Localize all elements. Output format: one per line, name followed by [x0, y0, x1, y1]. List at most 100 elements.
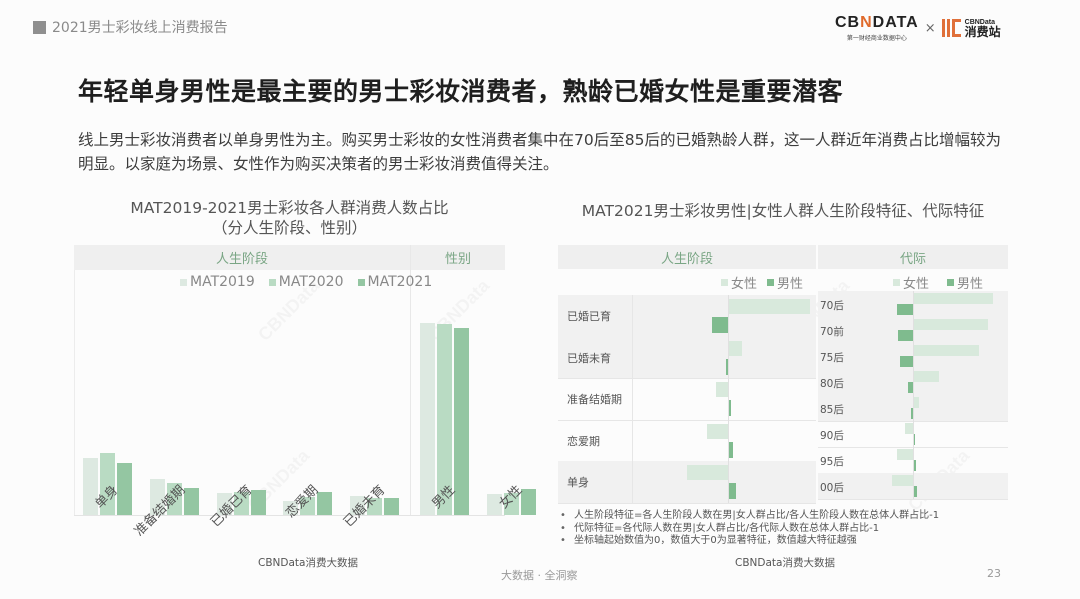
legend-item: MAT2021 — [357, 274, 433, 290]
category-label: 75后 — [820, 352, 844, 364]
bar-mat2021 — [521, 488, 536, 515]
report-tag-label: 2021男士彩妆线上消费报告 — [52, 20, 228, 36]
category-label: 90后 — [820, 430, 844, 442]
row-divider — [558, 419, 816, 421]
bar-male — [728, 441, 733, 458]
bar-mat2020 — [167, 483, 182, 515]
bar-female — [715, 382, 728, 397]
legend-label: 女性 — [731, 277, 758, 292]
legend-label: 女性 — [903, 277, 930, 292]
bar-male — [728, 483, 737, 499]
row-divider — [558, 378, 816, 379]
bar-female — [913, 397, 920, 408]
bar-mat2021 — [184, 488, 199, 515]
bar-mat2021 — [117, 463, 132, 515]
band-life-stage: 人生阶段 — [558, 245, 816, 269]
band-gender: 性别 — [411, 245, 505, 270]
bar-male — [728, 400, 732, 416]
legend-label: 男性 — [957, 277, 984, 292]
left-chart-title-line2: （分人生阶段、性别） — [211, 219, 367, 237]
cbndata-logo: CBNDATA 第一财经商业数据中心 — [835, 14, 919, 42]
bar-male — [913, 486, 917, 497]
category-label: 准备结婚期 — [567, 393, 622, 406]
legend-item: 男性 — [947, 273, 983, 292]
bar-female — [687, 465, 728, 480]
left-chart-legend: MAT2019 MAT2020 MAT2021 — [180, 274, 432, 290]
legend-label: MAT2020 — [278, 274, 344, 290]
xiaofeizhan-en: CBNData — [964, 18, 995, 26]
bar-mat2020 — [437, 323, 452, 515]
legend-item: 女性 — [721, 273, 757, 292]
bar-mat2020 — [504, 493, 519, 515]
right-bar-chart: 人生阶段 代际 女性 男性 女性 男性 已婚已育 已婚未育 准备结婚期 恋爱期 单身 70… — [558, 245, 1008, 504]
bar-mat2019 — [420, 323, 435, 515]
legend-item: MAT2020 — [268, 274, 344, 290]
xiaofeizhan-cn: 消费站 — [964, 24, 1001, 39]
bar-male — [897, 330, 913, 341]
right-chart-legend-life-stage: 女性 男性 — [721, 273, 803, 292]
bar-female — [728, 299, 810, 314]
zero-line — [728, 295, 729, 503]
bar-mat2019 — [150, 479, 165, 515]
bar-female — [892, 475, 913, 486]
bar-male — [726, 358, 728, 375]
legend-label: MAT2021 — [367, 274, 433, 290]
category-label: 单身 — [567, 476, 589, 489]
bar-mat2020 — [367, 497, 382, 515]
right-chart-title: MAT2021男士彩妆男性|女性人群人生阶段特征、代际特征 — [581, 202, 985, 220]
brand-logos: CBNDATA 第一财经商业数据中心 × CBNData 消费站 — [835, 14, 1001, 42]
zero-line — [913, 291, 914, 499]
legend-swatch — [357, 278, 365, 286]
bar-mat2019 — [350, 496, 365, 515]
category-label: 已婚未育 — [567, 351, 611, 365]
legend-swatch — [947, 279, 955, 286]
xiaofeizhan-logo: CBNData 消费站 — [941, 17, 1001, 39]
report-tag: 2021男士彩妆线上消费报告 — [33, 17, 228, 37]
category-label: 00后 — [820, 482, 844, 494]
xiaofeizhan-mark-icon — [941, 17, 962, 39]
left-chart-source: CBNData消费大数据 — [258, 557, 358, 569]
group-divider — [410, 245, 411, 515]
bar-mat2019 — [487, 494, 502, 515]
bar-female — [706, 423, 728, 439]
row-divider — [558, 502, 816, 504]
legend-item: 女性 — [893, 273, 929, 292]
bar-mat2021 — [317, 492, 332, 515]
bar-male — [913, 434, 915, 445]
label-column-divider — [632, 295, 633, 503]
bar-female — [905, 423, 913, 434]
bar-mat2020 — [300, 496, 315, 515]
band-label: 人生阶段 — [215, 252, 268, 267]
category-label: 70后 — [820, 300, 844, 312]
legend-swatch — [268, 278, 276, 286]
bar-mat2021 — [384, 497, 399, 515]
category-label: 70前 — [820, 326, 844, 338]
right-chart-legend-generation: 女性 男性 — [893, 273, 983, 292]
legend-swatch — [767, 279, 775, 286]
bar-female — [913, 293, 993, 304]
band-label: 人生阶段 — [660, 251, 713, 267]
bar-female — [728, 340, 742, 356]
category-label: 已婚已育 — [567, 310, 611, 323]
left-chart-plot-area — [74, 270, 536, 516]
page-number: 23 — [987, 567, 1001, 580]
right-chart-source: CBNData消费大数据 — [735, 557, 835, 569]
footer-slogan: 大数据 · 全洞察 — [501, 569, 578, 582]
bar-female — [913, 319, 989, 330]
bar-male — [712, 317, 728, 333]
left-bar-chart: 人生阶段 性别 MAT2019 MAT2020 MAT2021 — [74, 245, 536, 516]
cross-icon: × — [924, 20, 936, 36]
legend-label: 男性 — [777, 277, 804, 292]
bar-mat2020 — [234, 492, 249, 515]
bar-mat2021 — [251, 489, 266, 515]
bar-mat2020 — [100, 453, 115, 515]
bar-mat2019 — [283, 500, 298, 515]
square-icon — [33, 20, 46, 34]
bar-female — [913, 345, 979, 356]
left-chart-title: MAT2019-2021男士彩妆各人群消费人数占比 （分人生阶段、性别） — [74, 198, 505, 238]
cbndata-wordmark: CBNDATA — [835, 14, 919, 31]
bar-male — [911, 408, 913, 419]
cbndata-subtitle: 第一财经商业数据中心 — [846, 35, 907, 42]
row-background — [558, 336, 816, 378]
band-life-stage: 人生阶段 — [74, 245, 410, 270]
